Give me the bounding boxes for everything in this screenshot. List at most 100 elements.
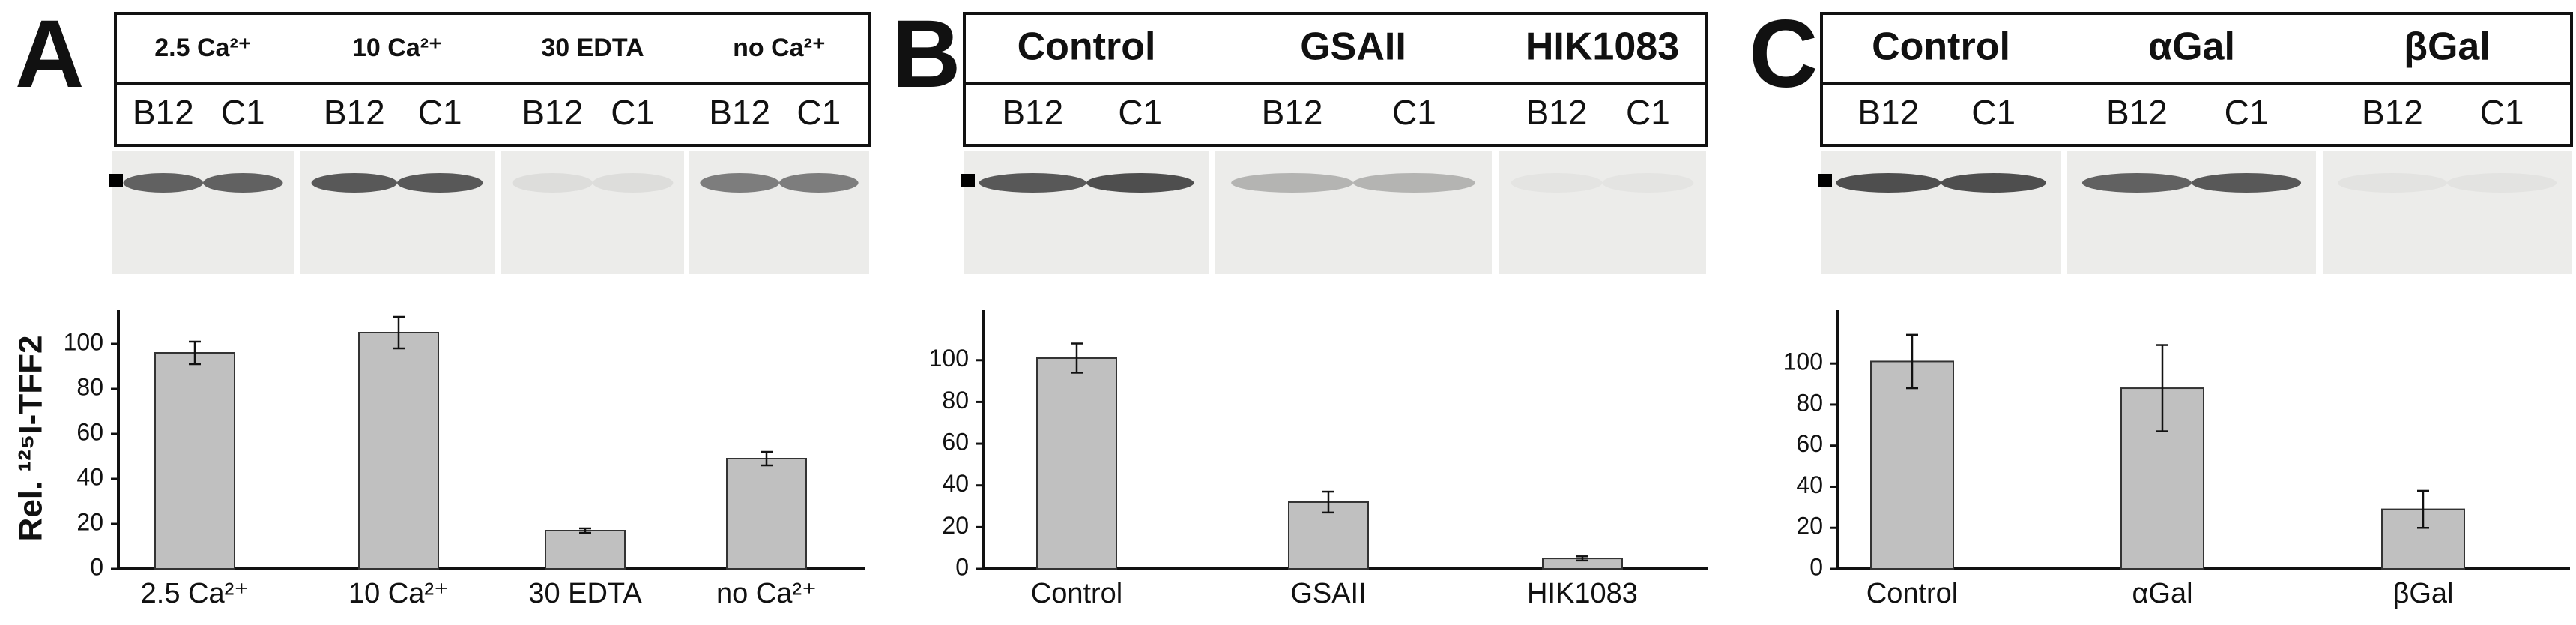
blot-image	[112, 151, 294, 274]
x-tick-label: 10 Ca²⁺	[348, 578, 449, 609]
blot-band	[397, 173, 483, 193]
blot-band	[1602, 173, 1694, 193]
lane-label: C1	[1626, 93, 1670, 132]
blot-band	[2447, 173, 2557, 193]
blot-band	[203, 173, 283, 193]
lane-label: B12	[2106, 93, 2168, 132]
x-tick-label: αGal	[2132, 578, 2192, 609]
y-tick-label: 20	[942, 512, 969, 539]
blot-band	[311, 173, 397, 193]
y-tick-label: 40	[1796, 471, 1823, 498]
blot-header-box	[1820, 12, 2573, 147]
blot-image	[1499, 151, 1706, 274]
panel-label: A	[15, 1, 84, 108]
y-tick-label: 20	[1796, 513, 1823, 540]
lane-label: C1	[1971, 93, 2016, 132]
size-marker	[961, 174, 975, 187]
blot-band	[593, 173, 674, 193]
blot-header-box	[963, 12, 1708, 147]
blot-band	[123, 173, 203, 193]
y-tick-label: 80	[942, 387, 969, 414]
lane-label: C1	[221, 93, 265, 132]
size-marker	[1818, 174, 1832, 187]
x-tick-label: Control	[1031, 578, 1123, 609]
bar	[1036, 357, 1117, 570]
x-tick-label: no Ca²⁺	[716, 578, 817, 609]
y-tick-label: 20	[76, 508, 103, 535]
lane-label: B12	[133, 93, 194, 132]
lane-label: C1	[611, 93, 655, 132]
y-tick-label: 0	[955, 553, 969, 580]
condition-label: Control	[1018, 25, 1156, 69]
blot-band	[2081, 173, 2192, 193]
x-tick-label: βGal	[2393, 578, 2454, 609]
y-tick-label: 0	[90, 553, 103, 580]
x-tick-label: 30 EDTA	[528, 578, 642, 609]
blot-header-box	[114, 12, 871, 147]
bar	[726, 458, 807, 570]
blot-image	[2323, 151, 2572, 274]
y-tick-label: 40	[942, 470, 969, 497]
condition-label: 2.5 Ca²⁺	[154, 34, 251, 62]
blot-band	[1836, 173, 1941, 193]
blot-band	[779, 173, 859, 193]
condition-label: αGal	[2148, 25, 2235, 69]
lane-label: B12	[1526, 93, 1588, 132]
condition-label: GSAII	[1300, 25, 1406, 69]
panel-label: B	[892, 1, 961, 108]
blot-band	[1086, 173, 1194, 193]
lane-label: C1	[418, 93, 462, 132]
blot-image	[964, 151, 1209, 274]
y-tick-label: 0	[1809, 553, 1823, 580]
x-tick-label: HIK1083	[1527, 578, 1638, 609]
blot-image	[300, 151, 495, 274]
y-tick-label: 80	[1796, 389, 1823, 416]
blot-band	[1353, 173, 1475, 193]
lane-label: B12	[709, 93, 770, 132]
lane-label: C1	[2480, 93, 2524, 132]
y-tick-label: 100	[64, 328, 103, 355]
lane-label: C1	[1392, 93, 1436, 132]
lane-label: B12	[324, 93, 385, 132]
blot-band	[1511, 173, 1603, 193]
condition-label: Control	[1872, 25, 2010, 69]
blot-image	[501, 151, 684, 274]
y-tick-label: 60	[76, 418, 103, 445]
blot-band	[1231, 173, 1353, 193]
bar	[358, 332, 439, 570]
y-tick-label: 60	[1796, 430, 1823, 457]
condition-label: no Ca²⁺	[733, 34, 826, 62]
lane-label: C1	[796, 93, 841, 132]
lane-label: B12	[2362, 93, 2423, 132]
x-tick-label: GSAII	[1290, 578, 1366, 609]
lane-label: C1	[2225, 93, 2269, 132]
size-marker	[109, 174, 123, 187]
blot-image	[689, 151, 869, 274]
lane-label: C1	[1118, 93, 1162, 132]
panel-label: C	[1749, 1, 1818, 108]
y-tick-label: 100	[929, 345, 969, 372]
bar	[545, 530, 626, 570]
condition-label: 10 Ca²⁺	[352, 34, 442, 62]
lane-label: B12	[1262, 93, 1323, 132]
blot-band	[700, 173, 779, 193]
lane-label: B12	[521, 93, 583, 132]
blot-band	[2337, 173, 2447, 193]
condition-label: HIK1083	[1526, 25, 1679, 69]
lane-label: B12	[1857, 93, 1919, 132]
y-tick-label: 80	[76, 373, 103, 400]
blot-image	[1215, 151, 1492, 274]
blot-band	[512, 173, 593, 193]
y-axis-label: Rel. ¹²⁵I-TFF2	[13, 336, 49, 542]
x-tick-label: Control	[1866, 578, 1959, 609]
x-tick-label: 2.5 Ca²⁺	[141, 578, 250, 609]
y-tick-label: 100	[1783, 348, 1823, 375]
lane-label: B12	[1002, 93, 1063, 132]
y-tick-label: 40	[76, 463, 103, 490]
blot-image	[2067, 151, 2316, 274]
condition-label: 30 EDTA	[541, 34, 644, 62]
blot-band	[2192, 173, 2302, 193]
bar	[154, 352, 235, 570]
blot-band	[1941, 173, 2046, 193]
